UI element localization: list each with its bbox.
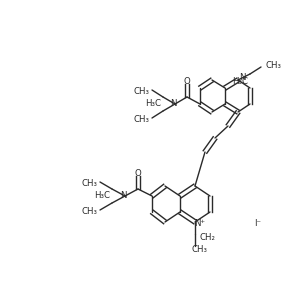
Text: N⁺: N⁺ xyxy=(195,219,206,227)
Text: H₃C: H₃C xyxy=(94,190,110,200)
Text: H₃C: H₃C xyxy=(145,98,161,108)
Text: CH₂: CH₂ xyxy=(199,233,215,243)
Text: CH₃: CH₃ xyxy=(81,178,97,188)
Text: O: O xyxy=(184,78,190,86)
Text: CH₃: CH₃ xyxy=(133,86,149,96)
Text: CH₃: CH₃ xyxy=(265,61,281,71)
Text: N: N xyxy=(239,74,245,82)
Text: CH₃: CH₃ xyxy=(81,206,97,215)
Text: I⁻: I⁻ xyxy=(255,219,261,227)
Text: H₃C: H₃C xyxy=(232,78,248,86)
Text: N: N xyxy=(170,100,176,108)
Text: CH₃: CH₃ xyxy=(191,245,207,255)
Text: O: O xyxy=(134,170,142,178)
Text: CH₃: CH₃ xyxy=(133,114,149,124)
Text: N: N xyxy=(120,192,126,200)
